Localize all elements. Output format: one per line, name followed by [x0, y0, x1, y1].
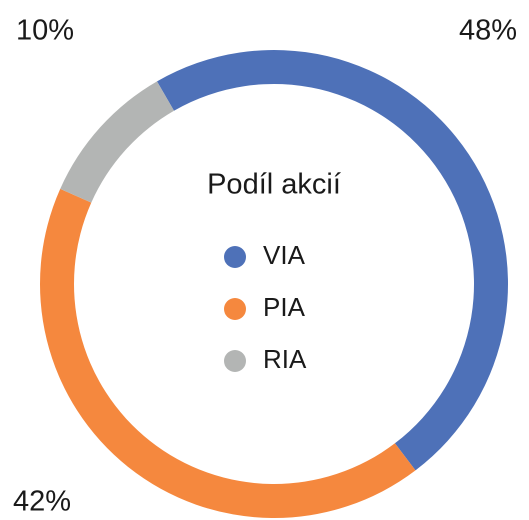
legend-marker: [224, 350, 246, 372]
donut-segment: [157, 49, 509, 471]
legend-label: PIA: [263, 292, 306, 322]
donut-segment: [40, 188, 416, 519]
donut-segment: [60, 81, 174, 203]
value-label: 42%: [13, 486, 71, 518]
legend-marker: [224, 298, 246, 320]
legend-label: VIA: [263, 240, 306, 270]
legend-marker: [224, 246, 246, 268]
value-label: 10%: [16, 15, 74, 47]
legend-label: RIA: [263, 344, 307, 374]
chart-title: Podíl akcií: [207, 169, 341, 201]
value-label: 48%: [459, 15, 517, 47]
